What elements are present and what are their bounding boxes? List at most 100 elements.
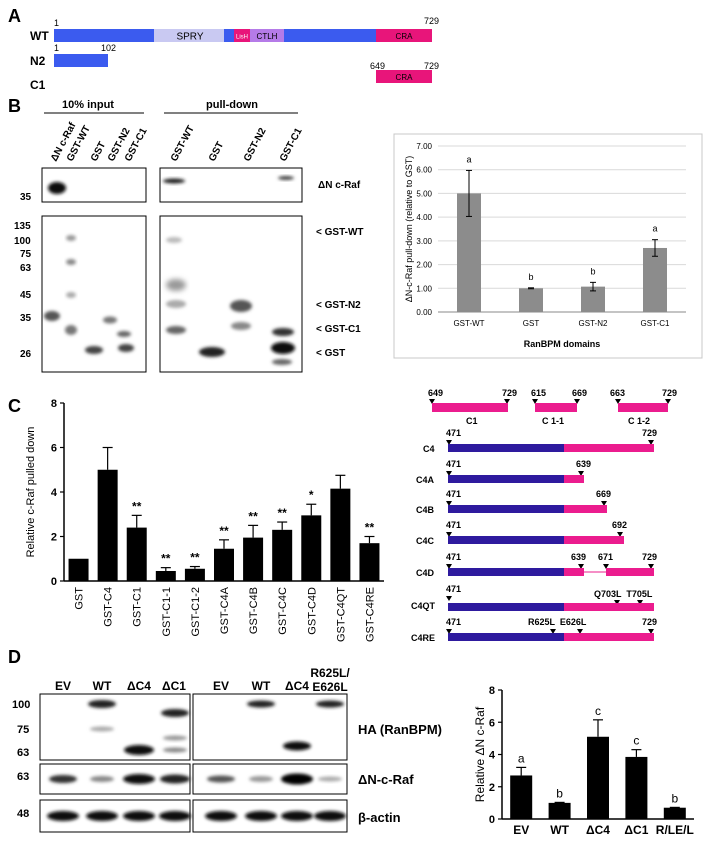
lane-label: ΔC1: [162, 679, 186, 693]
construct-c4a-navy: [448, 475, 564, 483]
wt-start-number: 1: [54, 18, 59, 28]
construct-c4d-pink-1: [564, 568, 584, 576]
lane-label: GST: [89, 140, 108, 163]
construct-label: C1: [466, 416, 478, 426]
bar: [548, 802, 571, 819]
mw-marker: 63: [17, 747, 29, 759]
y-tick-label: 2.00: [416, 261, 432, 270]
mw-marker: 75: [20, 249, 32, 260]
construct-c4-pink: [564, 444, 654, 452]
construct-c4qt-pink: [564, 603, 654, 611]
y-tick-label: 4: [489, 750, 496, 762]
x-tick-label: GST-C4QT: [335, 587, 347, 642]
y-tick-label: 4.00: [416, 213, 432, 222]
mw-marker: 35: [20, 192, 32, 203]
y-axis-label: Relative c-Raf pulled down: [25, 427, 37, 558]
construct-c4b-pink: [564, 505, 607, 513]
construct-c1-bar: [432, 403, 508, 412]
n2-bar: [54, 54, 108, 67]
significance-letter: b: [590, 266, 595, 276]
x-tick-label: GST-C1-1: [161, 587, 173, 637]
significance-letter: a: [466, 154, 471, 164]
pulldown-bands: [166, 237, 295, 365]
x-tick-label: GST-C4A: [219, 586, 231, 634]
band-label: < GST: [316, 348, 345, 359]
construct-c4a-pink: [564, 475, 584, 483]
x-axis-label: RanBPM domains: [524, 339, 601, 349]
construct-label: C 1-1: [542, 416, 564, 426]
blot-label-actin: β-actin: [358, 810, 401, 825]
construct-c1-2-bar: [618, 403, 668, 412]
lane-label: WT: [93, 679, 112, 693]
bar: [68, 558, 89, 581]
construct-c4c-pink: [564, 536, 624, 544]
c1-end-number: 729: [424, 61, 439, 71]
cra-label: CRA: [396, 32, 414, 41]
significance-letter: b: [556, 786, 563, 800]
construct-end: 669: [596, 489, 611, 499]
significance-stars: **: [219, 524, 229, 538]
y-tick-label: 2: [51, 532, 57, 544]
lane-label: ΔC4: [127, 679, 151, 693]
input-header: 10% input: [62, 99, 114, 111]
c1-start-number: 649: [370, 61, 385, 71]
significance-letter: a: [652, 224, 657, 234]
x-tick-label: GST-C4RE: [364, 587, 376, 642]
mw-marker: 35: [20, 313, 32, 324]
panel-c-letter: C: [8, 396, 21, 416]
band-labels: < GST-WT < GST-N2 < GST-C1 < GST: [316, 227, 364, 359]
wt-row-label: WT: [30, 29, 49, 43]
mw-marker: 26: [20, 349, 32, 360]
y-tick-label: 1.00: [416, 284, 432, 293]
construct-c4re-navy: [448, 633, 564, 641]
construct-c4b-navy: [448, 505, 564, 513]
lane-label: ΔC4: [285, 679, 309, 693]
y-tick-label: 8: [489, 685, 495, 697]
significance-stars: **: [248, 509, 258, 523]
x-tick-label: ΔC1: [624, 823, 648, 837]
band-label: < GST-C1: [316, 324, 361, 335]
ha-bands: [88, 700, 344, 755]
significance-letter: b: [671, 791, 678, 805]
lane-label: E626L: [312, 680, 347, 694]
mw-marker: 100: [12, 699, 30, 711]
pulldown-lane-labels: GST-WT GST GST-N2 GST-C1: [169, 124, 305, 164]
mw-marker: 48: [17, 808, 29, 820]
y-tick-label: 6.00: [416, 166, 432, 175]
y-tick-label: 6: [51, 443, 57, 455]
cra-domain: [376, 29, 432, 42]
construct-label: C4B: [416, 505, 435, 515]
construct-c1-1-bar: [535, 403, 577, 412]
pulldown-header: pull-down: [206, 99, 258, 111]
panel-d-lane-labels: EV WT ΔC4 ΔC1 EV WT ΔC4 R625L/ E626L: [55, 666, 350, 694]
construct-c4c-navy: [448, 536, 564, 544]
construct-start: 663: [610, 388, 625, 398]
bar: [272, 529, 293, 581]
lish-domain: [234, 29, 250, 42]
lane-label: WT: [252, 679, 271, 693]
bar: [625, 756, 648, 819]
construct-start: 471: [446, 520, 461, 530]
lane-label: GST-WT: [169, 124, 197, 164]
x-tick-label: EV: [513, 823, 529, 837]
significance-stars: **: [278, 506, 288, 520]
actin-bands: [47, 811, 346, 821]
band-label: < GST-N2: [316, 300, 361, 311]
y-tick-label: 0: [489, 814, 495, 826]
lane-label: EV: [55, 679, 71, 693]
x-tick-label: GST-C4C: [277, 587, 289, 635]
panel-c-bar-chart: 0 2 4 6 8 GST GST-C4 ** GST-C1 ** GST-C1-1 ** GST-C1…: [25, 398, 384, 642]
x-tick-label: GST-C1: [132, 587, 144, 627]
lane-label: GST: [207, 140, 226, 163]
construct-c4re-pink: [564, 633, 654, 641]
bar: [301, 515, 322, 581]
n2-start-number: 1: [54, 43, 59, 53]
construct-label: C4: [423, 444, 435, 454]
lane-label: GST-C1: [278, 126, 305, 163]
construct-label: C4D: [416, 568, 435, 578]
y-axis-label: Relative ΔN c-Raf: [473, 706, 487, 802]
y-tick-label: 2: [489, 782, 495, 794]
construct-c4d-navy: [448, 568, 564, 576]
panel-b-letter: B: [8, 96, 21, 116]
mw-marker: 63: [17, 771, 29, 783]
